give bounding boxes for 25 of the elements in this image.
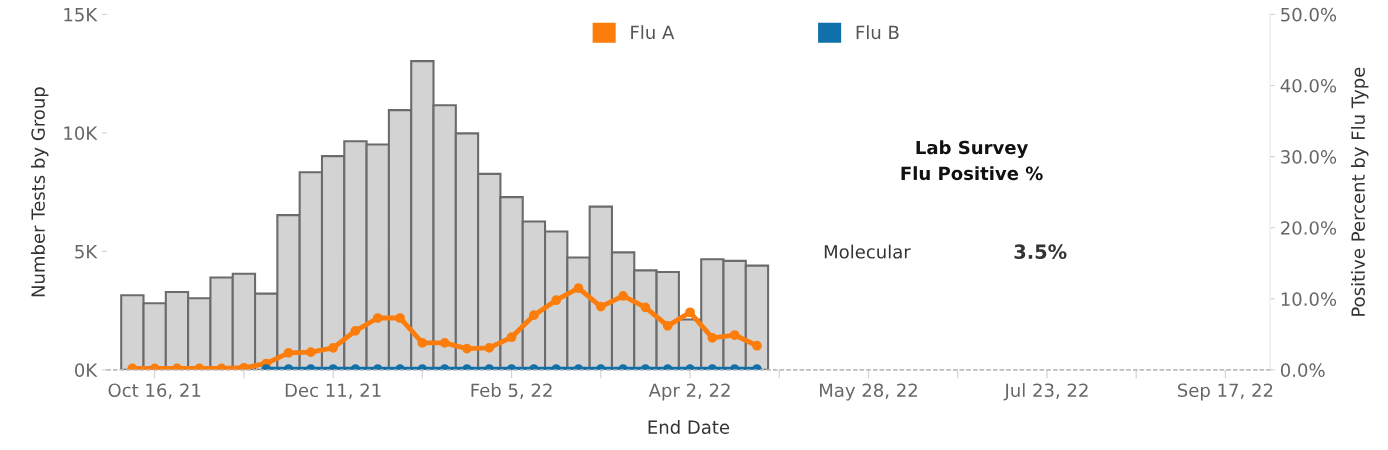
- y-tick-label: 10K: [64, 126, 98, 141]
- x-tick-label: Dec 11, 21: [285, 383, 381, 399]
- x-tick-label: Sep 17, 22: [1178, 383, 1273, 401]
- legend-label: Flu A: [631, 25, 675, 40]
- y2-tick-label: 40.0%: [1280, 78, 1337, 93]
- annotation: 3.5%: [1014, 244, 1067, 259]
- y-tick-label: 0K: [75, 363, 98, 378]
- y-axis-title: Number Tests by Group: [30, 87, 49, 297]
- y2-tick-label: 30.0%: [1281, 150, 1337, 164]
- x-tick-label: Feb 5, 22: [471, 383, 552, 399]
- x-axis-title: End Date: [648, 420, 730, 434]
- x-tick-label: Jul 23, 22: [1003, 383, 1088, 401]
- x-tick-label: Apr 2, 22: [648, 383, 730, 401]
- annotation: Lab Survey Flu Positive %: [901, 140, 1043, 181]
- annotation: Molecular: [824, 244, 911, 259]
- x-tick-label: May 28, 22: [820, 383, 917, 401]
- legend-label: Flu B: [856, 25, 899, 40]
- y2-tick-label: 0.0%: [1280, 363, 1325, 378]
- y2-tick-label: 50.0%: [1281, 7, 1337, 22]
- x-tick-label: Oct 16, 21: [108, 383, 201, 399]
- y2-axis-title: Positive Percent by Flu Type: [1350, 67, 1369, 316]
- y2-tick-label: 20.0%: [1281, 221, 1337, 235]
- y2-tick-label: 10.0%: [1281, 292, 1337, 306]
- y-tick-label: 5K: [75, 245, 98, 259]
- y-tick-label: 15K: [64, 8, 98, 22]
